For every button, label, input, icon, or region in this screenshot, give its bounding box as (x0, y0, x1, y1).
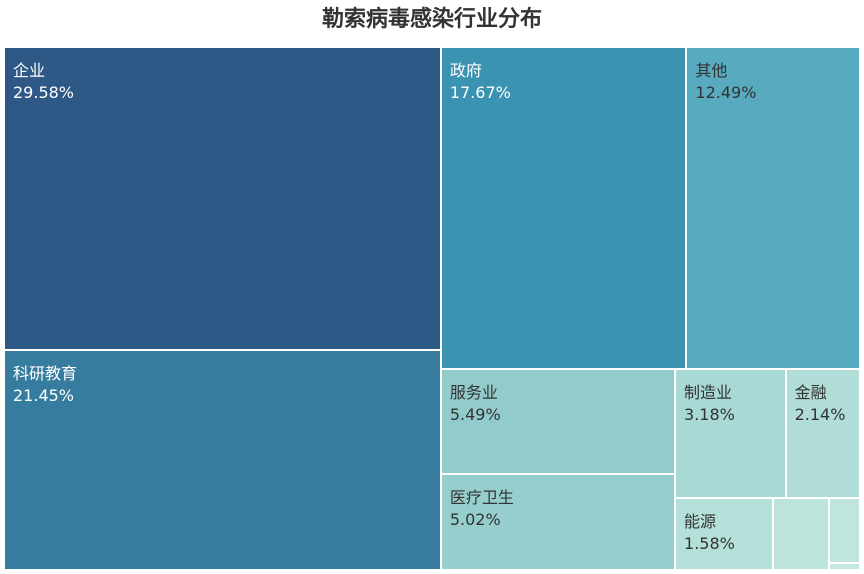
cell-percent-label: 29.58% (13, 83, 75, 102)
cell-percent-label: 2.14% (794, 405, 846, 425)
treemap-cell[interactable]: 科研教育 21.45% (4, 350, 441, 570)
treemap-cell[interactable] (828, 562, 860, 570)
cell-percent-label: 1.58% (684, 533, 735, 553)
cell-category-label: 科研教育 (13, 364, 78, 384)
cell-percent-label: 5.02% (449, 510, 501, 530)
chart-title: 勒索病毒感染行业分布 (321, 7, 542, 32)
treemap-cell[interactable]: 金融 2.14% (785, 369, 860, 498)
cell-category-label: 企业 (13, 61, 46, 80)
cell-category-label: 医疗卫生 (449, 488, 514, 508)
cell-category-label: 制造业 (684, 383, 733, 403)
treemap-cell[interactable]: 能源 1.58% (675, 497, 774, 570)
treemap-cell[interactable]: 企业 29.58% (4, 47, 441, 351)
cell-percent-label: 12.49% (695, 83, 757, 102)
cell-category-label: 能源 (684, 511, 717, 531)
cell-percent-label: 21.45% (13, 386, 75, 406)
cell-category-label: 政府 (449, 61, 482, 80)
treemap-cell[interactable]: 制造业 3.18% (675, 369, 786, 498)
cell-category-label: 其他 (695, 61, 728, 80)
cell-percent-label: 5.49% (449, 405, 501, 425)
cell-category-label: 金融 (794, 383, 827, 403)
treemap-cell[interactable]: 政府 17.67% (440, 47, 687, 370)
cell-percent-label: 3.18% (684, 405, 735, 425)
treemap-cell[interactable] (773, 497, 829, 570)
cell-category-label: 服务业 (449, 383, 498, 403)
cell-percent-label: 17.67% (449, 83, 511, 102)
treemap-cell[interactable]: 医疗卫生 5.02% (440, 474, 676, 570)
treemap-cell[interactable]: 服务业 5.49% (440, 369, 676, 475)
treemap-cell[interactable] (828, 497, 860, 563)
treemap-cell[interactable]: 其他 12.49% (686, 47, 860, 370)
